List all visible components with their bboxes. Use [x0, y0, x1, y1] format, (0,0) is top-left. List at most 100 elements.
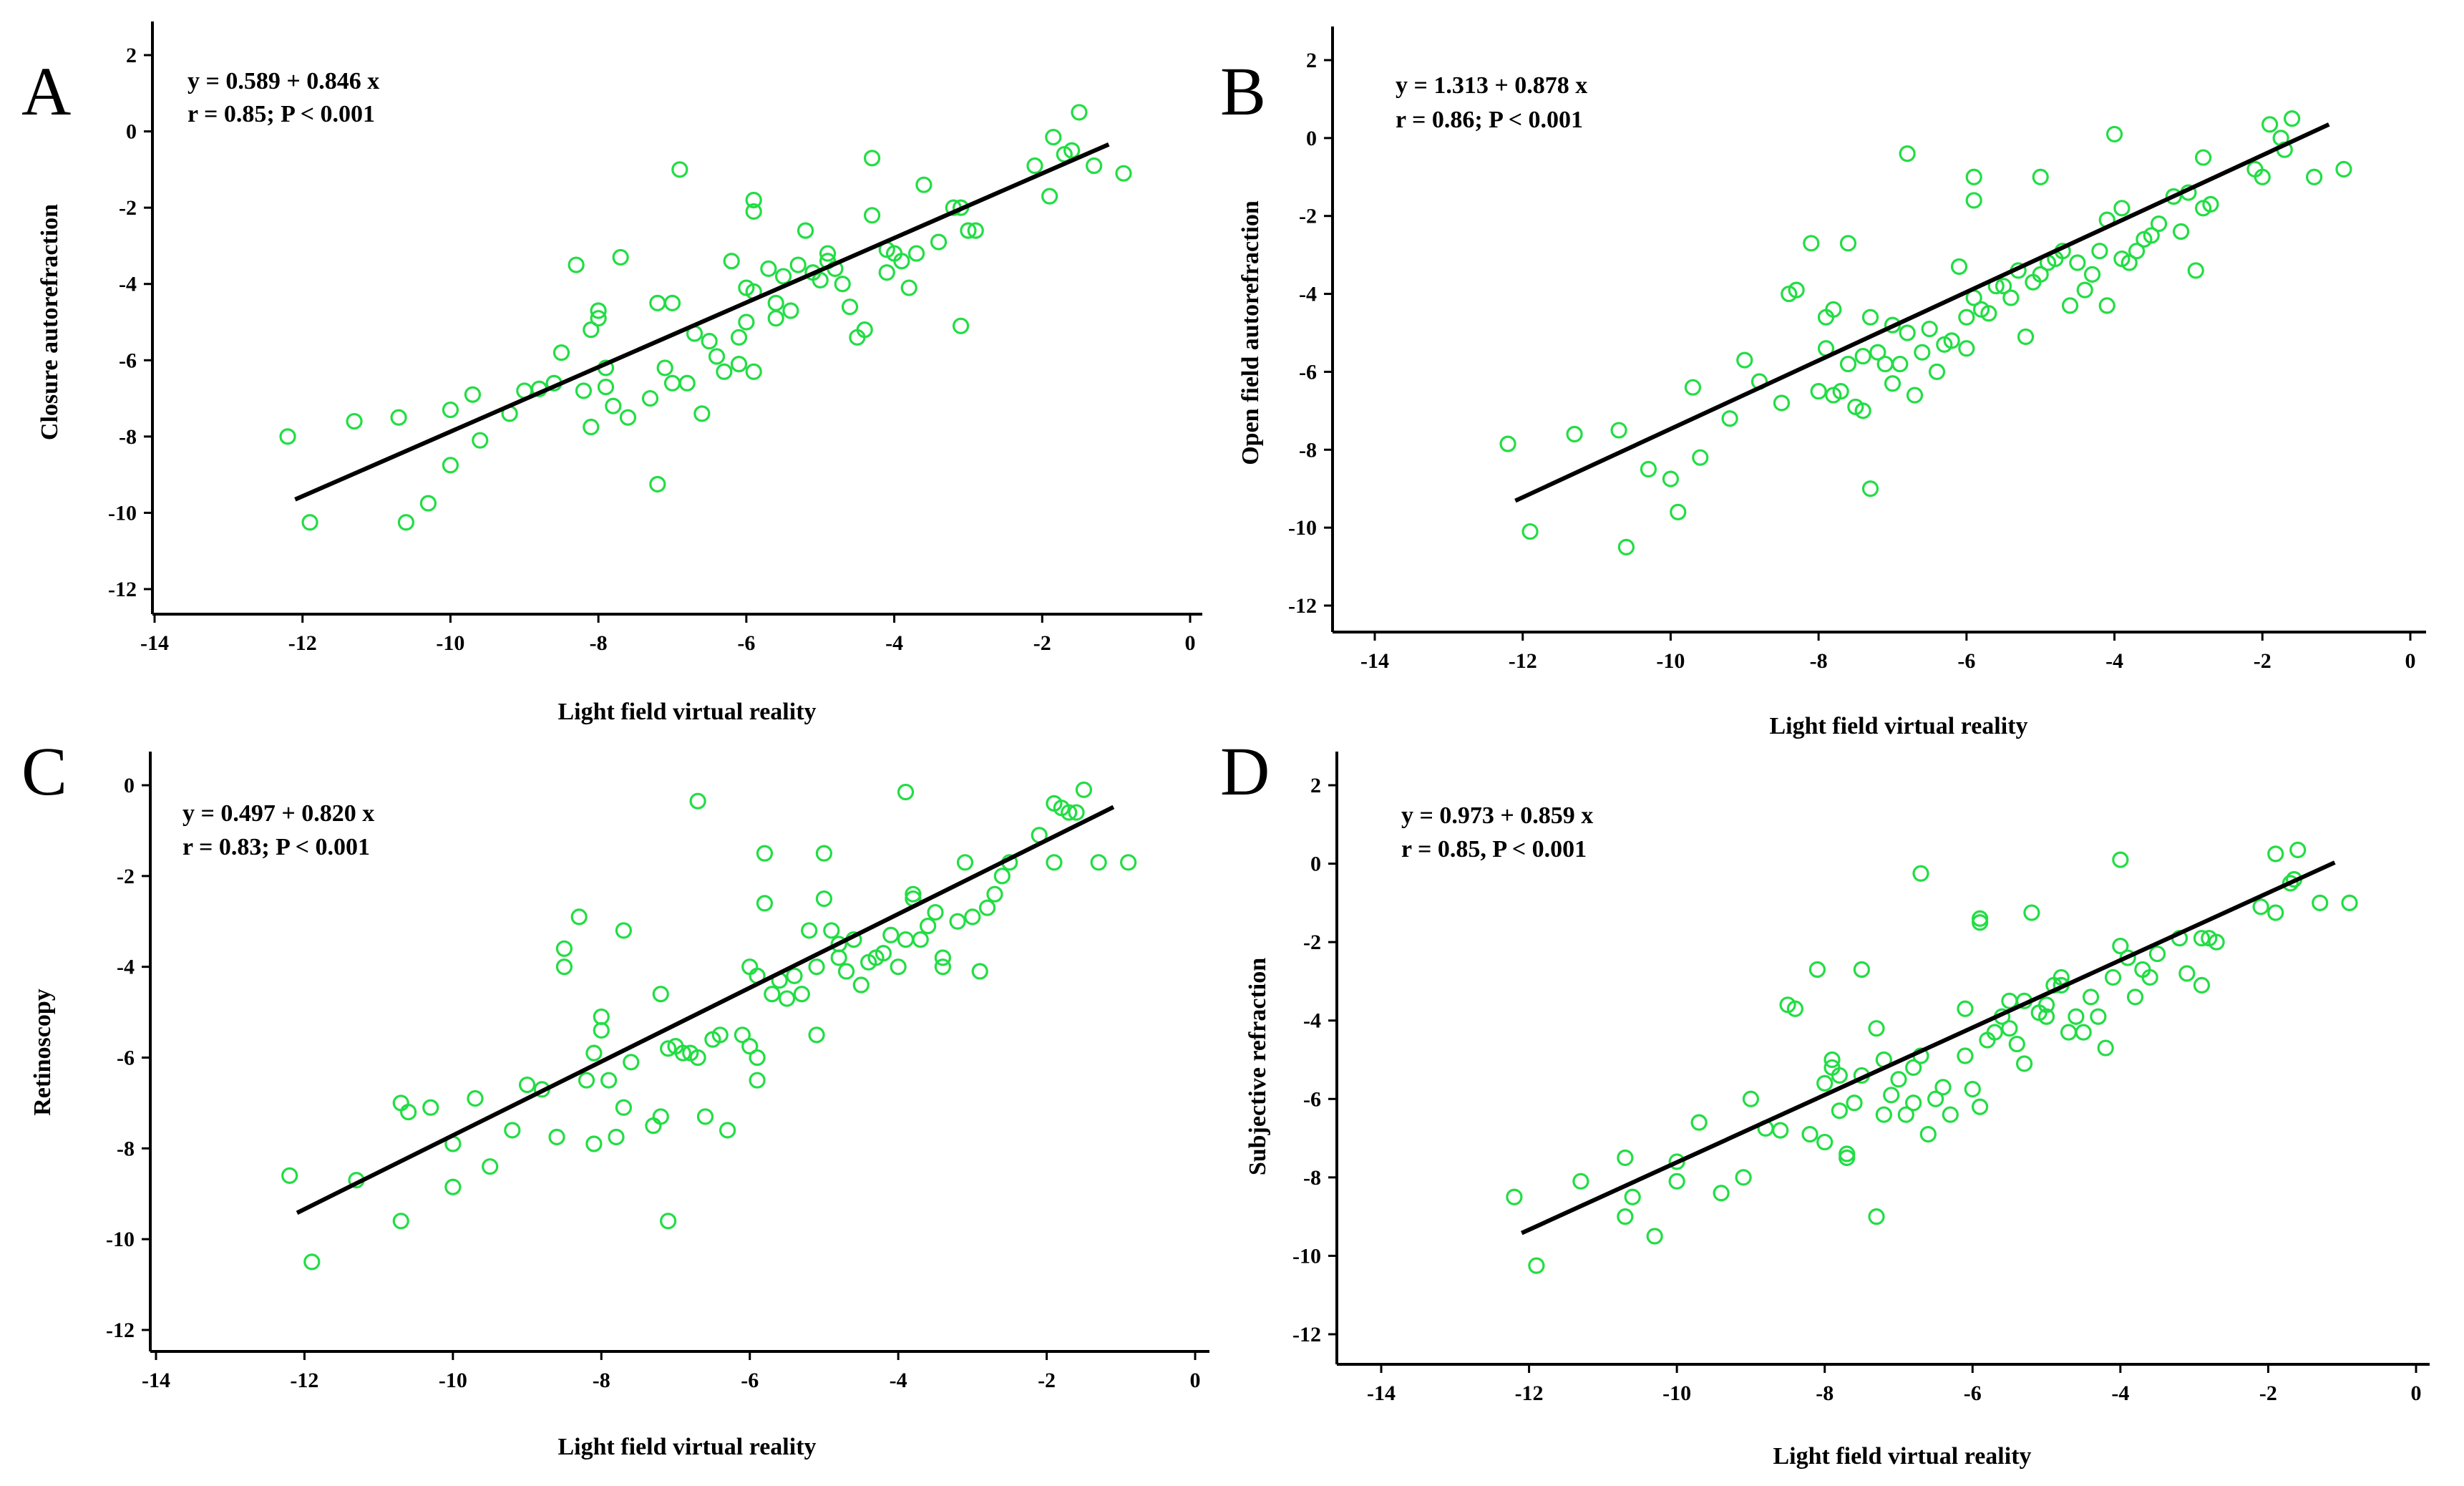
panel-b-y-tick-label: -12	[1288, 594, 1317, 618]
panel-a-data-point	[878, 264, 895, 281]
panel-d-data-point	[2126, 989, 2144, 1006]
panel-c-data-point	[890, 958, 907, 976]
panel-a-y-tick-label: -10	[108, 501, 137, 525]
panel-d-data-point	[2015, 1055, 2033, 1072]
panel-a-x-tick-label: -2	[1033, 631, 1051, 655]
panel-d: D -14 -12 -10 -8 -6 -4 -2 0 -12 -10 -8 -6 -4 -2 0 2 Ligh…	[1220, 733, 2430, 1470]
panel-b-data-point	[2165, 188, 2182, 205]
panel-a-data-point	[1045, 128, 1062, 146]
panel-b-data-point	[1958, 340, 1975, 357]
panel-d-data-point	[1957, 1047, 1974, 1064]
panel-b-data-point	[2032, 266, 2049, 283]
panel-d-data-point	[2090, 1008, 2107, 1025]
panel-d-data-point	[2289, 841, 2307, 858]
panel-d-data-point	[2178, 965, 2196, 982]
panel-d-data-point	[1786, 1000, 1803, 1017]
panel-c-data-point	[555, 958, 573, 976]
panel-b-x-tick-label: -2	[2254, 649, 2271, 673]
panel-c-data-point	[482, 1158, 499, 1175]
panel-c-data-point	[608, 1128, 625, 1146]
panel-c-data-point	[585, 1135, 603, 1152]
panel-d-data-point	[1957, 1000, 1974, 1017]
panel-c-x-axis-label: Light field virtual reality	[557, 1434, 816, 1460]
panel-d-data-point	[2037, 996, 2055, 1014]
panel-a-letter: A	[21, 53, 71, 130]
panel-c-data-point	[645, 1117, 662, 1135]
panel-d-data-point	[1972, 1098, 1989, 1115]
panel-b-y-tick-label: -2	[1299, 205, 1317, 228]
panel-d-data-point	[1875, 1106, 1892, 1123]
panel-d-data-point	[1868, 1208, 1885, 1225]
panel-c-data-point	[815, 845, 833, 862]
panel-b-data-point	[1995, 278, 2012, 295]
panel-b-data-point	[2143, 227, 2160, 244]
panel-d-data-point	[2141, 968, 2158, 986]
panel-b-x-tick-label: -14	[1360, 649, 1389, 673]
panel-d-equation: y = 0.973 + 0.859 x	[1401, 802, 1593, 829]
panel-a-x-tick-label: -8	[590, 631, 608, 655]
panel-c-data-point	[548, 1128, 565, 1146]
panel-d-x-tick-label: 0	[2411, 1381, 2422, 1405]
panel-c-equation: y = 0.497 + 0.820 x	[182, 800, 374, 827]
panel-a-y-axis-label: Closure autorefraction	[36, 204, 63, 440]
panel-d-data-point	[1905, 1059, 1922, 1077]
panel-b-y-axis-label: Open field autorefraction	[1237, 200, 1264, 465]
panel-a-data-point	[390, 409, 407, 426]
panel-c-data-point	[422, 1099, 439, 1116]
panel-a-data-point	[701, 333, 718, 350]
panel-a-data-point	[656, 359, 673, 377]
panel-c-data-point	[570, 908, 588, 926]
panel-d-data-point	[2060, 1024, 2078, 1041]
panel-d-regression-line	[1520, 860, 2336, 1235]
panel-c-data-point	[444, 1178, 462, 1195]
panel-a-x-tick-label: -14	[140, 631, 169, 655]
panel-d-y-tick-label: -4	[1303, 1009, 1321, 1033]
panel-c-data-point	[593, 1008, 610, 1026]
panel-b-data-point	[1825, 301, 1842, 318]
panel-c-data-point	[623, 1054, 640, 1071]
panel-a-stats: r = 0.85; P < 0.001	[188, 101, 375, 127]
panel-d-data-point	[1897, 1106, 1914, 1123]
panel-a-data-point	[419, 495, 437, 512]
panel-b-data-point	[2083, 266, 2101, 283]
panel-c-data-point	[920, 917, 937, 935]
panel-b-x-tick-label: -4	[2105, 649, 2123, 673]
panel-c-data-point	[400, 1103, 417, 1121]
panel-d-data-point	[1572, 1172, 1589, 1190]
panel-c-data-point	[1090, 854, 1107, 871]
panel-d-data-point	[1890, 1071, 1907, 1088]
panel-b-data-point	[2150, 215, 2168, 233]
panel-c-data-point	[756, 845, 774, 862]
panel-c-data-point	[689, 792, 706, 810]
panel-d-data-point	[1742, 1090, 1760, 1107]
panel-a-data-point	[346, 412, 363, 430]
panel-c-x-tick-label: -2	[1038, 1369, 1056, 1392]
panel-a-data-point	[789, 256, 807, 273]
panel-c-data-point	[852, 976, 870, 994]
panel-c-data-point	[912, 931, 929, 948]
panel-d-data-point	[2082, 989, 2100, 1006]
panel-c-data-point	[749, 1072, 766, 1089]
panel-d-data-point	[1646, 1228, 1663, 1245]
panel-a-x-tick-label: -6	[737, 631, 755, 655]
panel-c-data-point	[956, 854, 974, 871]
panel-c-data-point	[615, 1099, 633, 1116]
panel-a-data-point	[442, 401, 459, 419]
panel-d-x-tick-label: -4	[2111, 1381, 2129, 1405]
panel-b-data-point	[2032, 168, 2049, 185]
panel-d-plot: -14 -12 -10 -8 -6 -4 -2 0 -12 -10 -8 -6 -4 -2 0 2 Light …	[1245, 752, 2430, 1470]
panel-c-data-point	[615, 922, 633, 939]
panel-c-data-point	[660, 1213, 677, 1230]
panel-a-data-point	[649, 294, 666, 311]
panel-a-data-point	[1115, 165, 1132, 182]
panel-a-regression-line	[294, 142, 1110, 502]
panel-c-data-point	[815, 890, 833, 908]
panel-a-data-point	[760, 260, 777, 277]
panel-d-data-point	[2312, 894, 2329, 911]
panel-d-data-point	[2097, 1039, 2114, 1057]
panel-c-y-tick-label: -4	[117, 956, 135, 979]
panel-a-data-point	[663, 294, 681, 311]
panel-b-data-point	[2017, 328, 2035, 346]
panel-c-y-tick-label: -6	[117, 1046, 135, 1070]
panel-b-letter: B	[1220, 53, 1266, 130]
